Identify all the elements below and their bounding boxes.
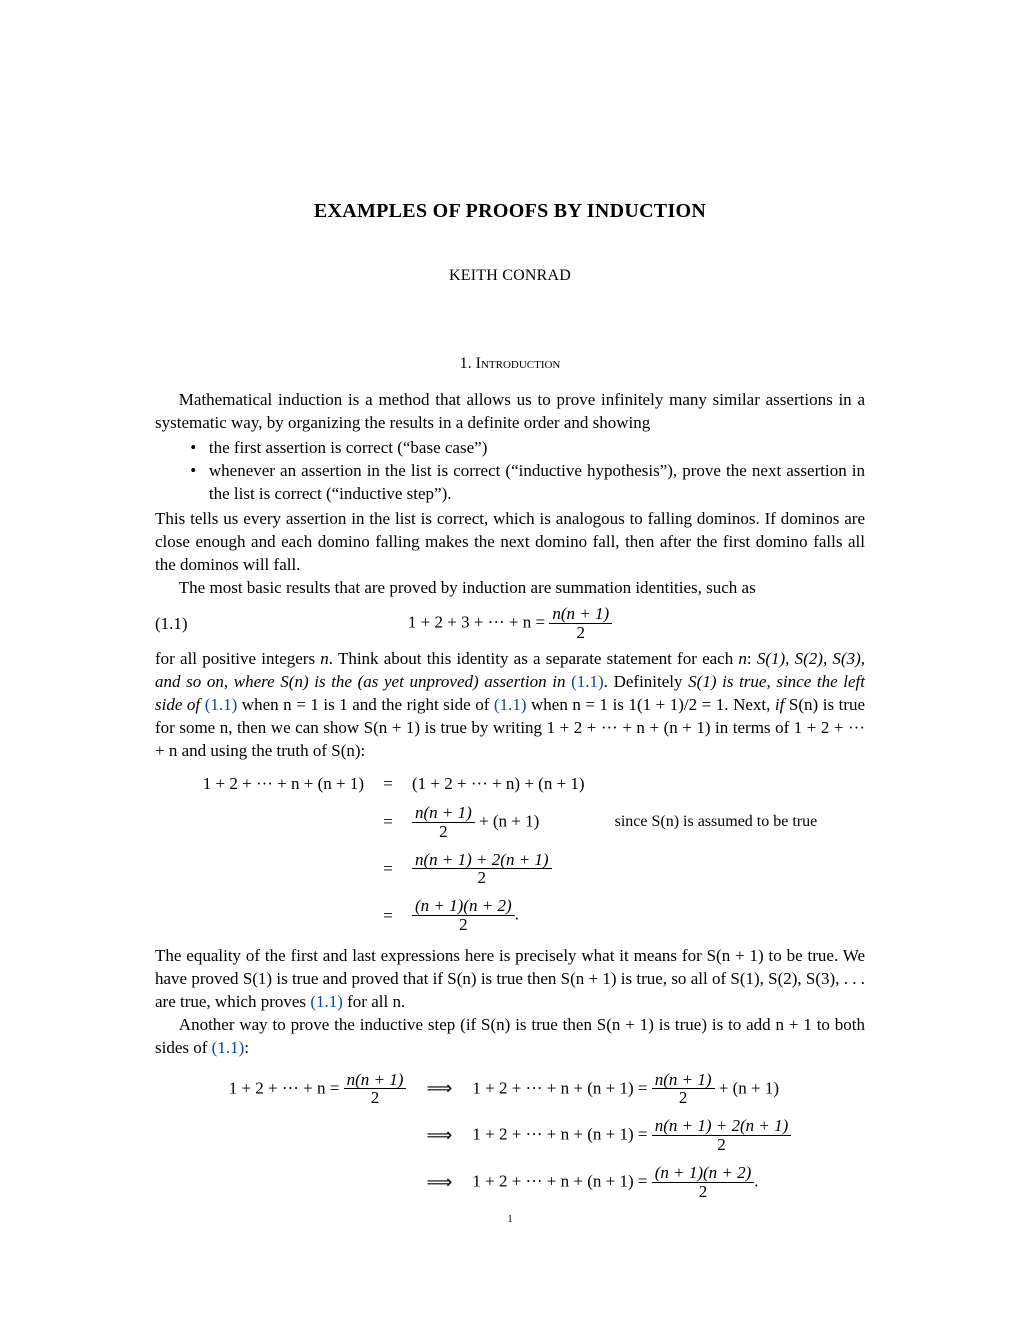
author: KEITH CONRAD: [155, 267, 865, 285]
paragraph: The most basic results that are proved b…: [155, 577, 865, 600]
aligned-equations: 1 + 2 + ··· + n + (n + 1) = (1 + 2 + ···…: [197, 769, 823, 939]
implication-chain: 1 + 2 + ··· + n = n(n + 1) 2 ⟹ 1 + 2 + ·…: [223, 1066, 798, 1206]
equation-ref[interactable]: (1.1): [571, 672, 604, 691]
equation-ref[interactable]: (1.1): [212, 1038, 245, 1057]
implies-symbol: ⟹: [412, 1159, 466, 1206]
denominator: 2: [549, 624, 612, 642]
document-title: EXAMPLES OF PROOFS BY INDUCTION: [155, 200, 865, 223]
section-heading: 1. Introduction: [155, 355, 865, 373]
equation-body: 1 + 2 + 3 + ··· + n = n(n + 1) 2: [211, 605, 809, 642]
equation-number: (1.1): [155, 614, 211, 634]
equation-ref[interactable]: (1.1): [310, 992, 343, 1011]
intro-paragraph: Mathematical induction is a method that …: [155, 389, 865, 435]
bullet-item: whenever an assertion in the list is cor…: [190, 460, 865, 506]
fraction: (n + 1)(n + 2) 2: [412, 897, 515, 934]
equation-ref[interactable]: (1.1): [205, 695, 238, 714]
fraction: n(n + 1) 2: [549, 605, 612, 642]
equation-lhs: 1 + 2 + 3 + ··· + n =: [408, 613, 545, 632]
fraction: n(n + 1) + 2(n + 1) 2: [652, 1117, 792, 1154]
fraction: n(n + 1) 2: [344, 1071, 407, 1108]
equation-display: (1.1) 1 + 2 + 3 + ··· + n = n(n + 1) 2: [155, 605, 865, 642]
paragraph: This tells us every assertion in the lis…: [155, 508, 865, 577]
numerator: n(n + 1): [549, 605, 612, 624]
page-number: 1: [0, 1213, 1020, 1225]
page: EXAMPLES OF PROOFS BY INDUCTION KEITH CO…: [0, 0, 1020, 1320]
fraction: (n + 1)(n + 2) 2: [652, 1164, 755, 1201]
bullet-list: the first assertion is correct (“base ca…: [190, 437, 865, 506]
fraction: n(n + 1) 2: [652, 1071, 715, 1108]
fraction: n(n + 1) + 2(n + 1) 2: [412, 851, 552, 888]
paragraph: The equality of the first and last expre…: [155, 945, 865, 1014]
section-number: 1.: [460, 355, 472, 372]
implies-symbol: ⟹: [412, 1112, 466, 1159]
implies-symbol: ⟹: [412, 1066, 466, 1113]
paragraph: for all positive integers n. Think about…: [155, 648, 865, 763]
section-title: Introduction: [476, 355, 561, 372]
fraction: n(n + 1) 2: [412, 804, 475, 841]
paragraph: Another way to prove the inductive step …: [155, 1014, 865, 1060]
bullet-item: the first assertion is correct (“base ca…: [190, 437, 865, 460]
equation-ref[interactable]: (1.1): [494, 695, 527, 714]
